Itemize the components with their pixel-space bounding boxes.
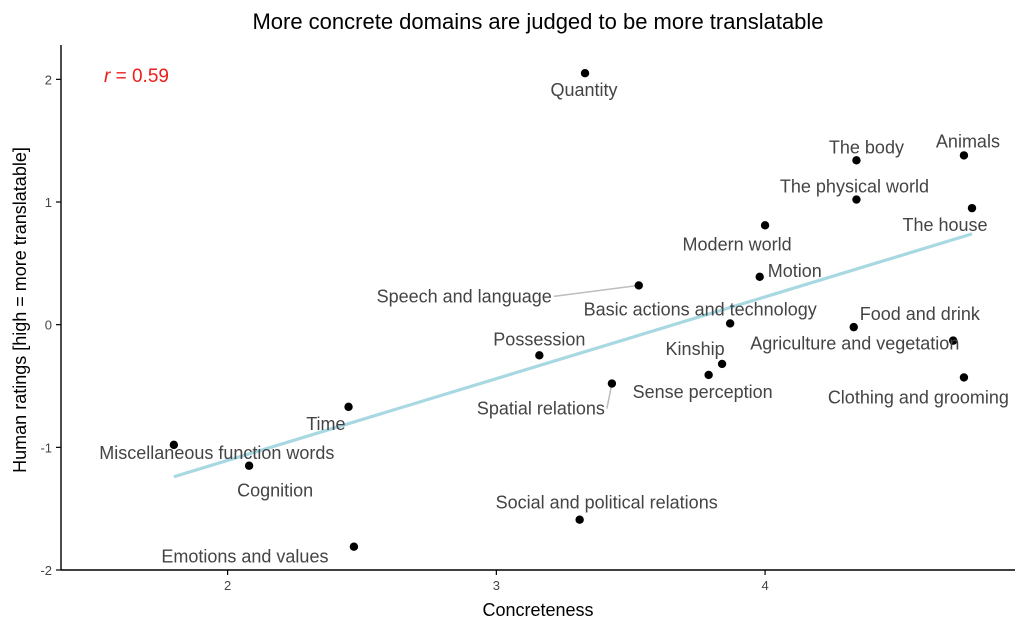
point-label: The house [902, 215, 987, 235]
data-point [959, 151, 969, 160]
data-point [959, 373, 969, 382]
point-label: Social and political relations [496, 493, 718, 513]
chart-title: More concrete domains are judged to be m… [252, 9, 823, 34]
data-point [704, 370, 713, 380]
point-label: Clothing and grooming [828, 387, 1009, 407]
label-leader-line [606, 383, 613, 409]
correlation-value: = 0.59 [110, 66, 169, 87]
point-label: Motion [768, 261, 822, 281]
point-label: Miscellaneous function words [99, 443, 334, 463]
point-label: Food and drink [860, 304, 981, 324]
data-point [760, 221, 770, 230]
point-label: Basic actions and technology [584, 299, 817, 319]
data-point [948, 336, 958, 345]
point-label: Kinship [666, 339, 725, 359]
data-point [852, 156, 861, 165]
data-point [849, 322, 858, 332]
label-leaders [553, 284, 639, 409]
correlation-annotation: r = 0.59 [104, 66, 169, 87]
x-axis-title: Concreteness [482, 600, 593, 620]
data-point [852, 195, 861, 204]
data-point [344, 402, 353, 412]
point-label: Possession [493, 329, 585, 349]
point-label: Animals [936, 131, 1000, 151]
point-label: Time [306, 414, 345, 434]
x-tick-label: 3 [493, 578, 500, 593]
correlation-r-symbol: r [104, 66, 111, 87]
trend-line [173, 232, 973, 479]
data-point [169, 440, 179, 450]
point-label: The body [829, 137, 904, 157]
x-tick-label: 4 [761, 578, 768, 593]
x-tick-label: 2 [224, 578, 231, 593]
y-tick-label: -1 [40, 440, 52, 455]
data-point [634, 281, 643, 290]
data-point [755, 272, 764, 282]
point-label: Speech and language [377, 286, 552, 306]
point-label: Emotions and values [161, 547, 328, 567]
point-label: Sense perception [633, 382, 773, 402]
data-point [575, 515, 584, 524]
data-points [169, 69, 977, 551]
trend-line-group [173, 232, 973, 479]
y-axis-title: Human ratings [high = more translatable] [10, 147, 30, 473]
point-labels: Quantity The body Animals The physical worl… [99, 80, 1009, 566]
y-tick-label: 1 [45, 195, 52, 210]
data-point [607, 379, 617, 388]
data-point [349, 542, 359, 551]
point-label: The physical world [780, 177, 929, 197]
point-label: Modern world [683, 234, 792, 254]
data-point [967, 203, 977, 213]
data-point [244, 461, 254, 470]
point-label: Quantity [551, 80, 618, 100]
y-tick-label: 0 [45, 318, 52, 333]
point-label: Agriculture and vegetation [750, 334, 959, 354]
y-tick-label: -2 [40, 563, 52, 578]
data-point [717, 359, 727, 369]
point-label: Spatial relations [477, 399, 605, 419]
data-point [725, 319, 735, 328]
data-point [580, 69, 590, 78]
data-point [535, 351, 544, 360]
axis-ticks: 2 3 4 -2 -1 0 1 2 [40, 72, 768, 593]
label-leader-line [553, 284, 639, 298]
point-label: Cognition [237, 481, 313, 501]
y-tick-label: 2 [45, 72, 52, 87]
